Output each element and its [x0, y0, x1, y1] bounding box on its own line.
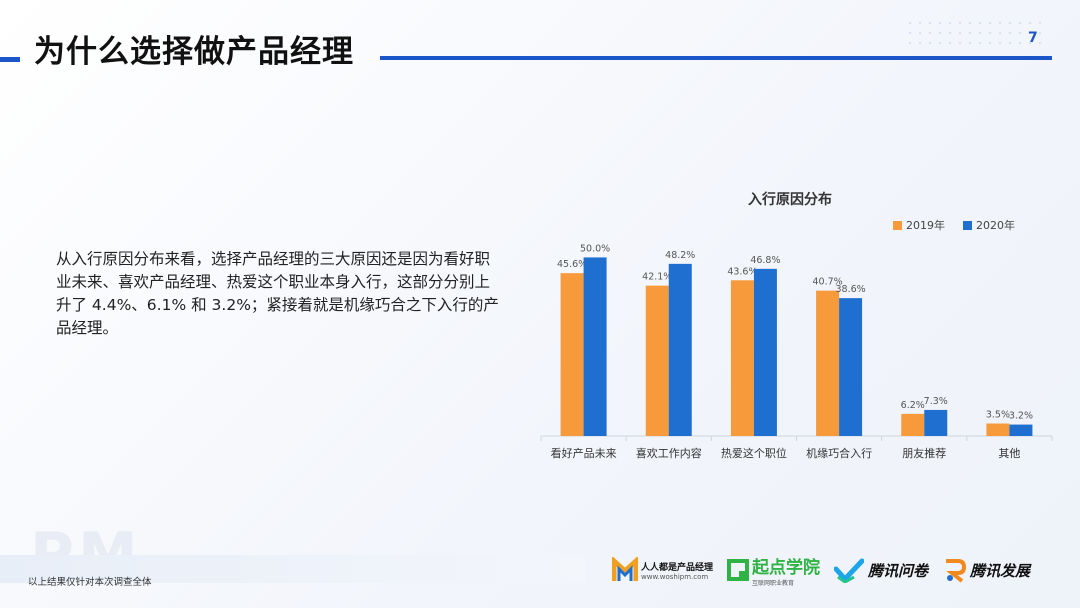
legend-item-2020: 2020年 [963, 217, 1015, 233]
footnote: 以上结果仅针对本次调查全体 [28, 577, 152, 588]
x-tick-label: 机缘巧合入行 [806, 446, 872, 460]
bar-2019年-1 [645, 285, 669, 436]
tencent-wenjuan-name: 腾讯问卷 [868, 561, 929, 580]
woshipm-name: 人人都是产品经理 [641, 562, 714, 573]
page-title: 为什么选择做产品经理 [34, 34, 354, 70]
logo-tencent-fazhan: 腾讯发展 [942, 557, 1030, 583]
data-label: 50.0% [580, 243, 610, 254]
bar-2020年-5 [1009, 424, 1033, 436]
x-tick-label: 热爱这个职位 [721, 446, 787, 460]
bar-2020年-4 [924, 409, 948, 436]
bar-2019年-5 [986, 423, 1010, 436]
bar-2019年-2 [730, 280, 754, 436]
bar-2020年-2 [753, 268, 777, 436]
x-tick-label: 喜欢工作内容 [636, 446, 702, 460]
bar-2020年-1 [668, 263, 692, 436]
title-accent-stripe [0, 57, 20, 62]
data-label: 46.8% [750, 255, 780, 266]
legend-item-2019: 2019年 [893, 217, 945, 233]
bar-2019年-0 [560, 273, 584, 436]
bar-2020年-0 [583, 257, 607, 436]
data-label: 3.5% [986, 410, 1010, 421]
decorative-dot-grid [905, 18, 1045, 52]
data-label: 6.2% [901, 400, 925, 411]
bar-2019年-3 [816, 290, 840, 436]
data-label: 7.3% [924, 396, 948, 407]
data-label: 48.2% [665, 250, 695, 261]
footer-band [0, 555, 585, 583]
x-tick-label: 朋友推荐 [902, 446, 946, 460]
logo-qidian: 起点学院 互联网职业教育 [727, 553, 820, 587]
legend-label-2020: 2020年 [976, 219, 1015, 232]
data-label: 45.6% [557, 259, 587, 270]
tencent-wenjuan-logo-icon [834, 558, 865, 583]
logo-woshipm: 人人都是产品经理 www.woshipm.com [612, 557, 713, 583]
legend-swatch-2020 [963, 220, 972, 230]
logo-tencent-wenjuan: 腾讯问卷 [834, 557, 928, 583]
tencent-fazhan-logo-icon [946, 559, 967, 583]
x-tick-label: 看好产品未来 [551, 446, 617, 460]
legend-label-2019: 2019年 [906, 219, 945, 232]
x-tick-label: 其他 [998, 447, 1020, 460]
data-label: 38.6% [835, 284, 865, 295]
chart-title: 入行原因分布 [748, 192, 832, 208]
partner-logos: 人人都是产品经理 www.woshipm.com 起点学院 互联网职业教育 腾讯… [612, 552, 1044, 588]
title-underline [380, 56, 1052, 60]
woshipm-logo-icon [612, 557, 638, 581]
qidian-sub: 互联网职业教育 [752, 580, 795, 587]
tencent-fazhan-name: 腾讯发展 [970, 561, 1031, 580]
bar-2019年-4 [901, 413, 925, 436]
qidian-name: 起点学院 [752, 558, 821, 578]
data-label: 40.7% [812, 277, 842, 288]
data-label: 43.6% [727, 266, 757, 277]
page-number: 7 [1028, 30, 1038, 46]
body-paragraph: 从入行原因分布来看，选择产品经理的三大原因还是因为看好职业未来、喜欢产品经理、热… [56, 250, 499, 337]
data-label: 3.2% [1009, 411, 1033, 422]
qidian-logo-icon [727, 559, 750, 581]
data-label: 42.1% [642, 272, 672, 283]
legend-swatch-2019 [893, 220, 902, 230]
bar-2020年-3 [839, 298, 863, 436]
woshipm-url: www.woshipm.com [641, 572, 709, 581]
